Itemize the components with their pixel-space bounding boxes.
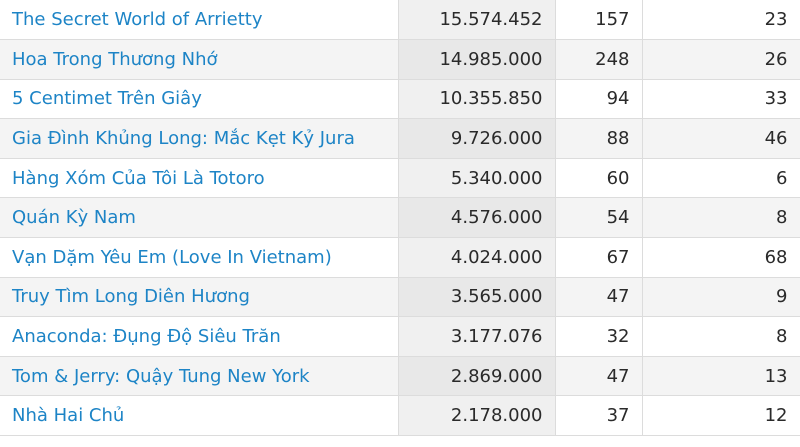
table-cell: 37: [555, 395, 643, 437]
table-cell: 68: [642, 237, 800, 278]
movie-title-link[interactable]: Hoa Trong Thương Nhớ: [0, 39, 399, 80]
box-office-table: The Secret World of Arrietty 15.574.452 15…: [0, 0, 800, 437]
table-cell: 32: [555, 316, 643, 357]
table-cell: 10.355.850: [398, 79, 556, 120]
table-cell: 8: [642, 197, 800, 239]
table-cell: 9.726.000: [398, 118, 556, 159]
table-cell: 3.565.000: [398, 277, 556, 318]
table-cell: 54: [555, 197, 643, 239]
table-row: Gia Đình Khủng Long: Mắc Kẹt Kỷ Jura 9.72…: [0, 118, 800, 159]
movie-title-link[interactable]: Tom & Jerry: Quậy Tung New York: [0, 356, 399, 397]
table-cell: 46: [642, 118, 800, 159]
table-cell: 6: [642, 158, 800, 199]
table-row: Vạn Dặm Yêu Em (Love In Vietnam) 4.024.00…: [0, 237, 800, 278]
movie-title-link[interactable]: Truy Tìm Long Diên Hương: [0, 277, 399, 318]
table-cell: 15.574.452: [398, 0, 556, 41]
table-cell: 2.869.000: [398, 356, 556, 397]
table-cell: 4.024.000: [398, 237, 556, 278]
table-row: Hàng Xóm Của Tôi Là Totoro 5.340.000 60 6: [0, 158, 800, 199]
table-row: Tom & Jerry: Quậy Tung New York 2.869.000…: [0, 356, 800, 397]
table-cell: 26: [642, 39, 800, 80]
movie-title-link[interactable]: Anaconda: Đụng Độ Siêu Trăn: [0, 316, 399, 357]
table-row: Quán Kỳ Nam 4.576.000 54 8: [0, 197, 800, 239]
movie-title-link[interactable]: 5 Centimet Trên Giây: [0, 79, 399, 120]
table-cell: 4.576.000: [398, 197, 556, 239]
table-cell: 2.178.000: [398, 395, 556, 437]
table-cell: 157: [555, 0, 643, 41]
table-cell: 23: [642, 0, 800, 41]
table-cell: 13: [642, 356, 800, 397]
table-cell: 47: [555, 356, 643, 397]
table-cell: 248: [555, 39, 643, 80]
table-cell: 67: [555, 237, 643, 278]
movie-title-link[interactable]: Nhà Hai Chủ: [0, 395, 399, 437]
table-row: 5 Centimet Trên Giây 10.355.850 94 33: [0, 79, 800, 120]
table-cell: 9: [642, 277, 800, 318]
table-cell: 88: [555, 118, 643, 159]
table-cell: 47: [555, 277, 643, 318]
table-body: The Secret World of Arrietty 15.574.452 15…: [0, 0, 800, 437]
table-cell: 60: [555, 158, 643, 199]
movie-title-link[interactable]: Gia Đình Khủng Long: Mắc Kẹt Kỷ Jura: [0, 118, 399, 159]
movie-title-link[interactable]: Quán Kỳ Nam: [0, 197, 399, 239]
movie-title-link[interactable]: The Secret World of Arrietty: [0, 0, 399, 41]
table-row: Hoa Trong Thương Nhớ 14.985.000 248 26: [0, 39, 800, 80]
table-row: Anaconda: Đụng Độ Siêu Trăn 3.177.076 32 8: [0, 316, 800, 357]
table-cell: 5.340.000: [398, 158, 556, 199]
table-row: The Secret World of Arrietty 15.574.452 15…: [0, 0, 800, 41]
table-cell: 8: [642, 316, 800, 357]
movie-title-link[interactable]: Hàng Xóm Của Tôi Là Totoro: [0, 158, 399, 199]
table-cell: 14.985.000: [398, 39, 556, 80]
table-row: Nhà Hai Chủ 2.178.000 37 12: [0, 395, 800, 437]
table-cell: 33: [642, 79, 800, 120]
table-cell: 3.177.076: [398, 316, 556, 357]
table-row: Truy Tìm Long Diên Hương 3.565.000 47 9: [0, 277, 800, 318]
table-cell: 94: [555, 79, 643, 120]
movie-title-link[interactable]: Vạn Dặm Yêu Em (Love In Vietnam): [0, 237, 399, 278]
table-cell: 12: [642, 395, 800, 437]
